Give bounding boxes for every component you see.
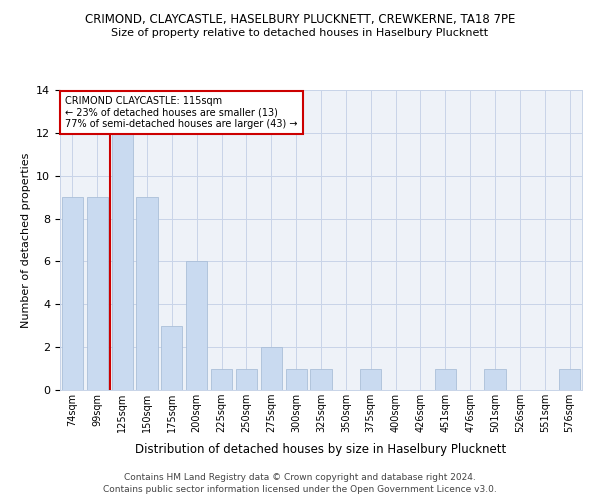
Bar [136, 197, 158, 390]
Bar [161, 326, 182, 390]
Bar [186, 262, 207, 390]
Bar [261, 347, 282, 390]
Bar [236, 368, 257, 390]
Bar [87, 197, 108, 390]
Text: Contains HM Land Registry data © Crown copyright and database right 2024.: Contains HM Land Registry data © Crown c… [124, 472, 476, 482]
Bar [286, 368, 307, 390]
Bar [559, 368, 580, 390]
Text: Contains public sector information licensed under the Open Government Licence v3: Contains public sector information licen… [103, 485, 497, 494]
Bar [435, 368, 456, 390]
Text: Size of property relative to detached houses in Haselbury Plucknett: Size of property relative to detached ho… [112, 28, 488, 38]
Y-axis label: Number of detached properties: Number of detached properties [20, 152, 31, 328]
Text: CRIMOND, CLAYCASTLE, HASELBURY PLUCKNETT, CREWKERNE, TA18 7PE: CRIMOND, CLAYCASTLE, HASELBURY PLUCKNETT… [85, 12, 515, 26]
Bar [484, 368, 506, 390]
Bar [211, 368, 232, 390]
Bar [310, 368, 332, 390]
Bar [112, 133, 133, 390]
Text: Distribution of detached houses by size in Haselbury Plucknett: Distribution of detached houses by size … [136, 442, 506, 456]
Bar [62, 197, 83, 390]
Text: CRIMOND CLAYCASTLE: 115sqm
← 23% of detached houses are smaller (13)
77% of semi: CRIMOND CLAYCASTLE: 115sqm ← 23% of deta… [65, 96, 298, 129]
Bar [360, 368, 381, 390]
